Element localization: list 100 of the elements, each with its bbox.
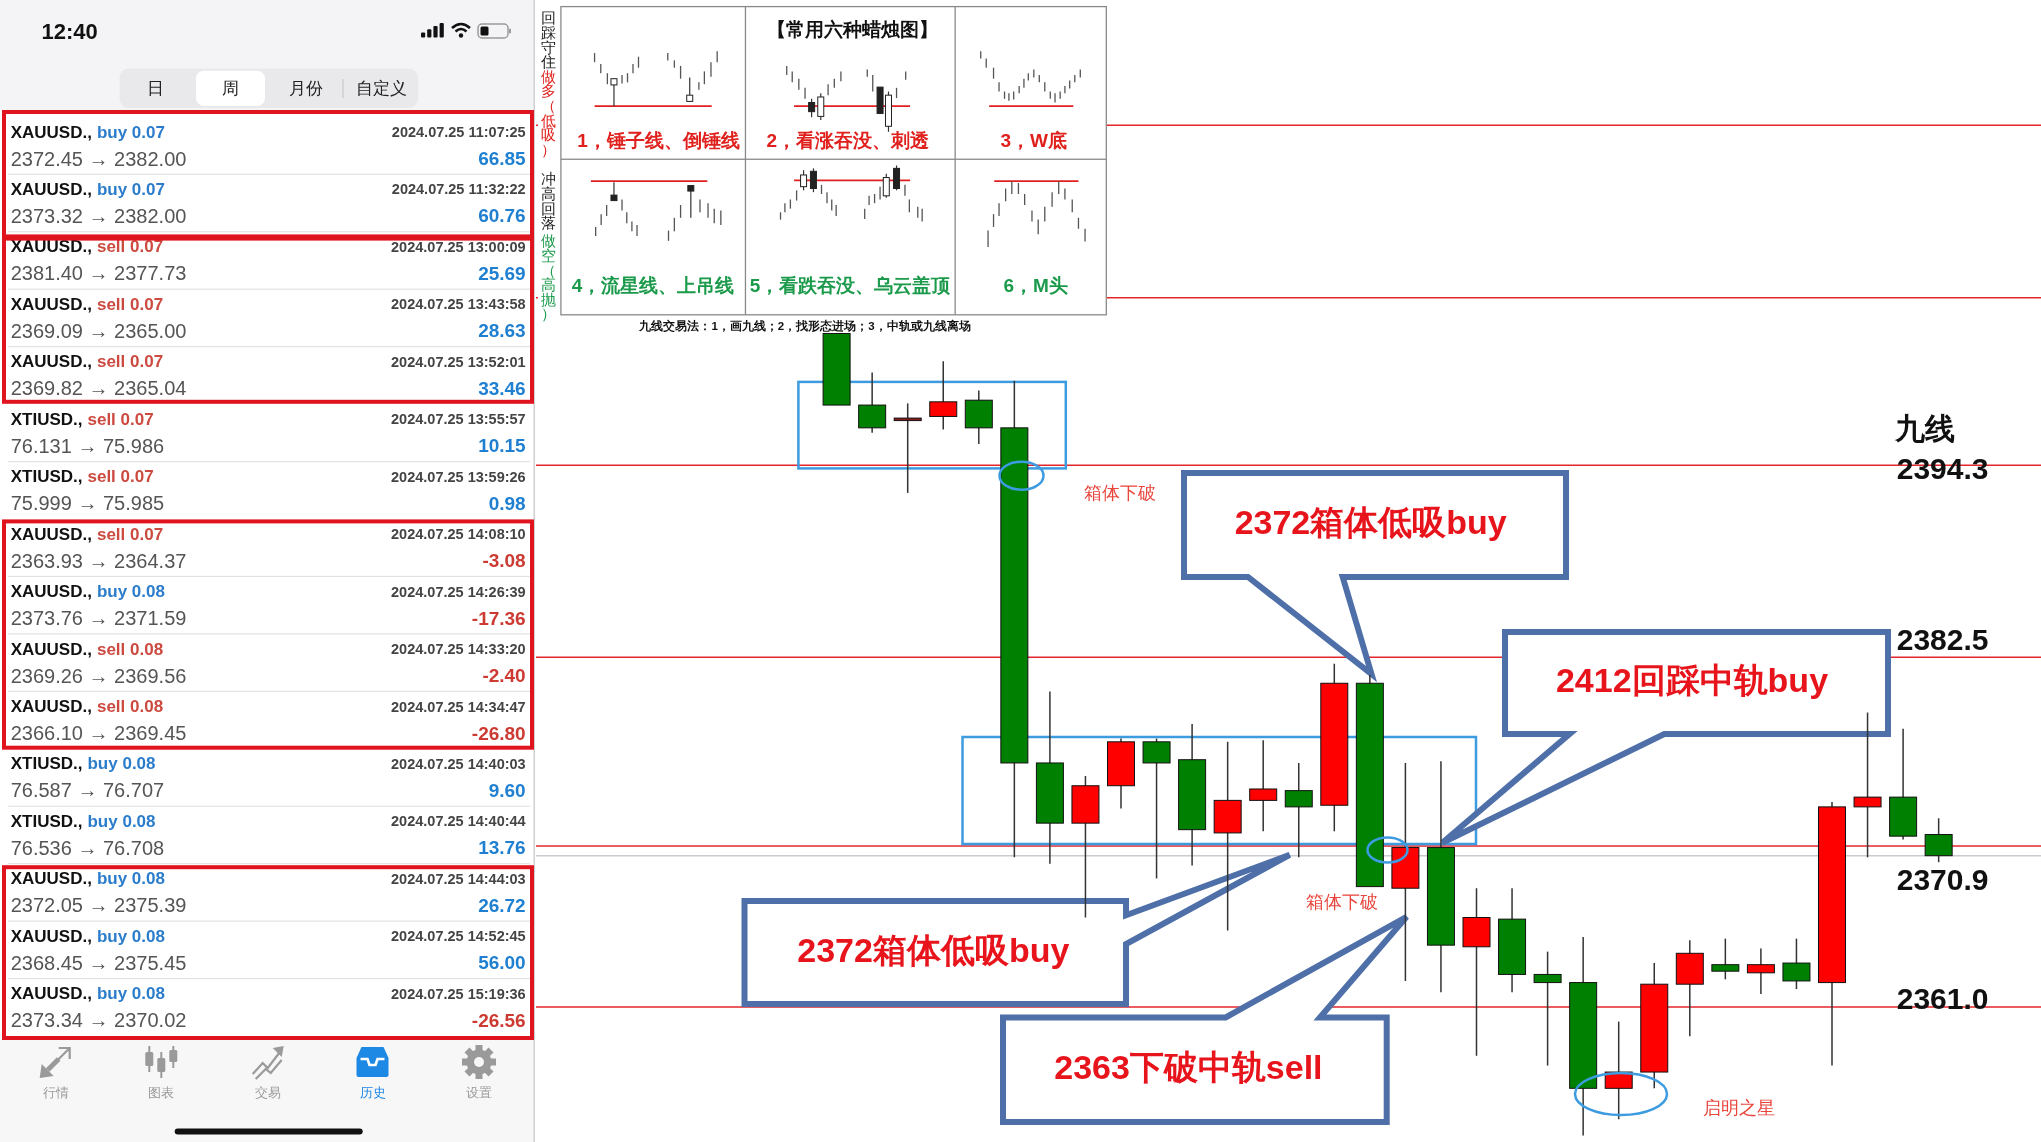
text: -26.80	[471, 722, 526, 744]
text: 2368.45 → 2375.45	[10, 951, 187, 974]
annotation: 2372箱体低吸buy	[1234, 503, 1507, 541]
text: XAUUSD.,	[10, 179, 92, 199]
text: 9.60	[488, 779, 526, 801]
text: sell 0.08	[96, 639, 164, 659]
text: 做多（低吸）	[540, 68, 556, 158]
text: 2024.07.25 11:32:22	[391, 181, 526, 198]
text: XTIUSD.,	[10, 409, 83, 429]
candlestick	[1533, 950, 1562, 1067]
text: 2363.93 → 2364.37	[10, 549, 187, 572]
text: 【常用六种蜡烛图】	[767, 18, 939, 40]
text: 0.98	[488, 492, 526, 514]
text: 2024.07.25 14:34:47	[391, 698, 526, 715]
text: -26.56	[471, 1009, 526, 1031]
text: 历史	[359, 1084, 386, 1100]
text: buy 0.07	[96, 122, 165, 142]
text: buy 0.08	[87, 754, 156, 774]
text: 76.131 → 75.986	[10, 434, 165, 457]
text: 66.85	[478, 148, 527, 169]
text: buy 0.08	[96, 869, 165, 889]
text: 2373.34 → 2370.02	[10, 1009, 187, 1032]
text: 2369.09 → 2365.00	[10, 319, 187, 342]
text: 2372.45 → 2382.00	[10, 147, 187, 170]
text: 行情	[42, 1084, 69, 1100]
text: XTIUSD.,	[10, 754, 83, 774]
text: 2024.07.25 14:26:39	[391, 583, 526, 600]
text: XAUUSD.,	[10, 639, 92, 659]
text: 交易	[254, 1084, 281, 1100]
text: 2372.05 → 2375.39	[10, 894, 187, 917]
text: XAUUSD.,	[10, 984, 92, 1004]
text: 2024.07.25 14:33:20	[391, 641, 526, 658]
text: 2024.07.25 15:19:36	[391, 985, 526, 1002]
text: 60.76	[478, 205, 526, 227]
text: 2373.76 → 2371.59	[10, 607, 187, 630]
text: buy 0.08	[87, 811, 156, 831]
text: sell 0.07	[87, 467, 154, 487]
text: sell 0.07	[96, 524, 164, 544]
text: 回踩守住	[539, 10, 556, 71]
text: 2366.10 → 2369.45	[10, 722, 187, 744]
text: sell 0.07	[96, 352, 164, 372]
text: 图表	[148, 1084, 175, 1100]
annotation: 2412回踩中轨buy	[1555, 660, 1829, 699]
text: 2024.07.25 13:55:57	[391, 411, 526, 428]
text: XAUUSD.,	[10, 869, 92, 889]
text: 冲高回落	[540, 171, 556, 232]
text: 日	[146, 79, 164, 99]
text: 2024.07.25 14:40:44	[391, 813, 526, 830]
text: 26.72	[478, 894, 526, 916]
ref-line-label: 2382.5	[1896, 622, 1989, 656]
text: 周	[221, 79, 239, 99]
text: 2024.07.25 14:52:45	[391, 928, 526, 945]
text: 76.536 → 76.708	[10, 836, 165, 859]
text: -3.08	[482, 550, 526, 572]
text: 2369.26 → 2369.56	[10, 664, 187, 687]
text: buy 0.08	[96, 582, 165, 602]
text: 2024.07.25 14:44:03	[391, 870, 526, 887]
annotation: 2，看涨吞没、刺透	[766, 130, 930, 152]
text: 25.69	[478, 262, 526, 284]
text: 2024.07.25 13:59:26	[391, 468, 526, 485]
text: buy 0.08	[96, 926, 165, 946]
text: 76.587 → 76.707	[10, 779, 165, 802]
text: -17.36	[471, 607, 526, 629]
text: 做空（高抛）	[540, 233, 556, 323]
candlestick	[893, 402, 922, 494]
text: sell 0.07	[87, 409, 154, 429]
text: buy 0.08	[96, 984, 165, 1004]
text: XAUUSD.,	[10, 524, 92, 544]
text: -2.40	[482, 665, 526, 687]
text: sell 0.08	[96, 697, 164, 716]
text: 10.15	[478, 435, 527, 457]
annotation: 2363下破中轨sell	[1054, 1048, 1323, 1087]
candlestick	[1711, 937, 1740, 981]
text: 自定义	[355, 79, 407, 99]
text: XAUUSD.,	[10, 237, 92, 257]
text: 75.999 → 75.985	[10, 492, 165, 515]
annotation: 箱体下破	[1083, 483, 1156, 503]
text: XAUUSD.,	[10, 122, 92, 142]
candlestick	[1853, 711, 1882, 859]
text: 设置	[466, 1084, 492, 1100]
text: XAUUSD.,	[10, 697, 92, 716]
annotation: 5，看跌吞没、乌云盖顶	[749, 275, 952, 296]
text: XAUUSD.,	[10, 926, 92, 946]
annotation: 九线交易法：1，画九线；2，找形态进场；3，中轨或九线离场	[638, 318, 971, 333]
text: buy 0.07	[96, 179, 165, 199]
text: 56.00	[478, 952, 526, 974]
text: 2024.07.25 13:43:58	[391, 296, 526, 313]
annotation: 2372箱体低吸buy	[797, 931, 1070, 970]
annotation: 6，M头	[1003, 275, 1068, 296]
text: sell 0.07	[96, 237, 164, 257]
text: XTIUSD.,	[10, 811, 83, 831]
annotation: 3，W底	[1000, 130, 1068, 152]
text: 2024.07.25 13:00:09	[391, 238, 526, 255]
text: 2024.07.25 14:08:10	[391, 526, 526, 543]
ref-line-label: 2370.9	[1896, 863, 1989, 897]
text: 2381.40 → 2377.73	[10, 262, 187, 285]
text: 1，锤子线、倒锤线	[577, 130, 740, 152]
text: 2373.32 → 2382.00	[10, 204, 187, 227]
text: XAUUSD.,	[10, 352, 92, 372]
annotation: 九线	[1893, 411, 1955, 445]
